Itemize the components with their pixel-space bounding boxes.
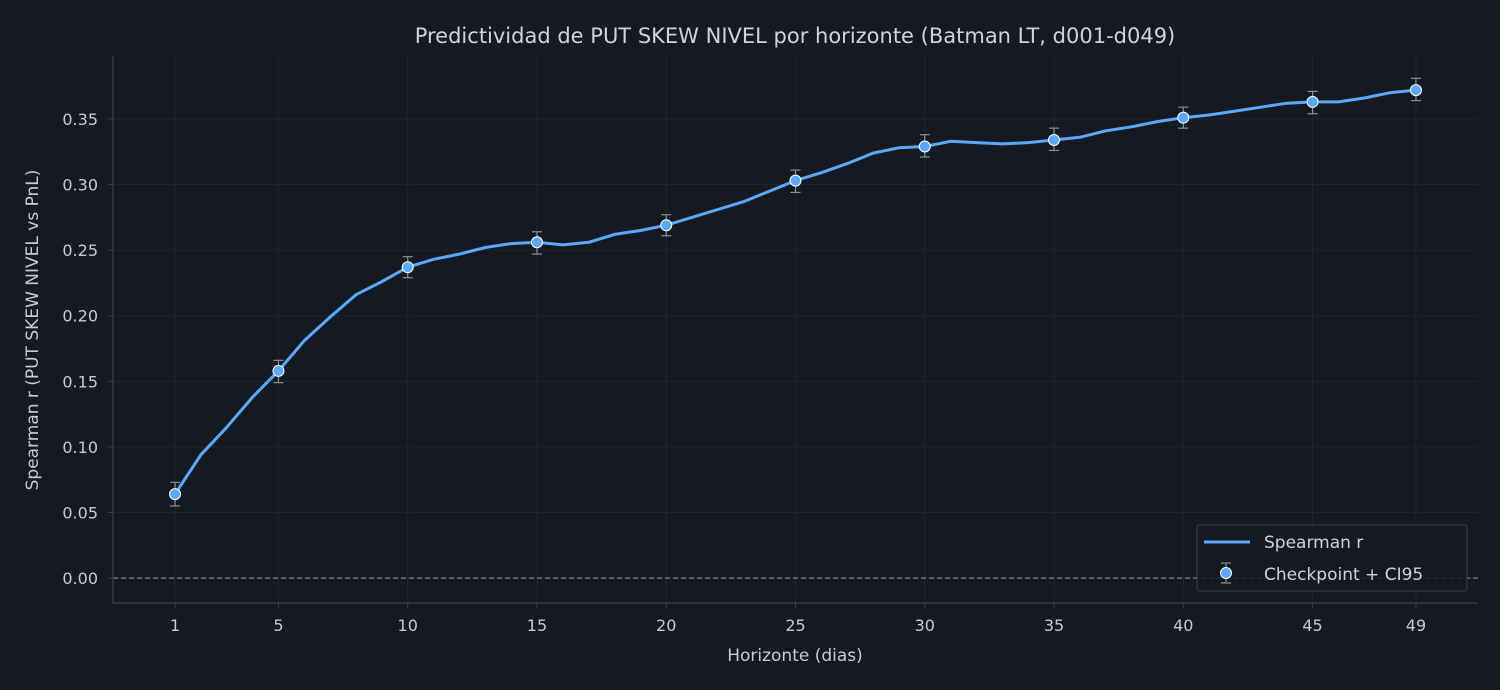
y-tick-label: 0.10 (62, 438, 98, 457)
x-tick-label: 35 (1044, 616, 1064, 635)
checkpoint-marker (1409, 84, 1422, 97)
checkpoint-marker (169, 488, 182, 501)
checkpoint-marker (789, 174, 802, 187)
x-tick-label: 5 (273, 616, 283, 635)
x-tick-label: 1 (170, 616, 180, 635)
x-tick-label: 30 (915, 616, 935, 635)
chart-title: Predictividad de PUT SKEW NIVEL por hori… (415, 24, 1176, 48)
legend-label-checkpoint: Checkpoint + CI95 (1264, 565, 1423, 585)
legend-marker-swatch (1220, 567, 1232, 579)
checkpoint-marker (530, 236, 543, 249)
checkpoint-marker (1306, 95, 1319, 108)
x-tick-label: 10 (398, 616, 418, 635)
checkpoint-marker (272, 364, 285, 377)
checkpoint-marker (1048, 133, 1061, 146)
y-tick-label: 0.30 (62, 176, 98, 195)
x-tick-label: 45 (1302, 616, 1322, 635)
checkpoint-marker (1177, 111, 1190, 124)
x-tick-label: 49 (1406, 616, 1426, 635)
legend: Spearman r Checkpoint + CI95 (1196, 524, 1468, 592)
checkpoint-marker (401, 261, 414, 274)
checkpoint-marker (918, 140, 931, 153)
y-tick-label: 0.15 (62, 372, 98, 391)
y-axis-label: Spearman r (PUT SKEW NIVEL vs PnL) (23, 170, 43, 491)
x-tick-label: 40 (1173, 616, 1193, 635)
axes: 1 5 10 15 20 25 30 35 40 45 490.000.050.100.150.20… (62, 56, 1478, 635)
checkpoint-marker (660, 219, 673, 232)
x-tick-label: 15 (527, 616, 547, 635)
x-tick-label: 20 (656, 616, 676, 635)
y-tick-label: 0.25 (62, 241, 98, 260)
y-tick-label: 0.35 (62, 110, 98, 129)
legend-box (1196, 524, 1468, 592)
x-tick-label: 25 (785, 616, 805, 635)
x-axis-label: Horizonte (dias) (727, 646, 863, 666)
y-tick-label: 0.00 (62, 569, 98, 588)
legend-label-line: Spearman r (1264, 533, 1363, 553)
series-layer (169, 77, 1422, 507)
y-tick-label: 0.05 (62, 503, 98, 522)
y-tick-label: 0.20 (62, 307, 98, 326)
